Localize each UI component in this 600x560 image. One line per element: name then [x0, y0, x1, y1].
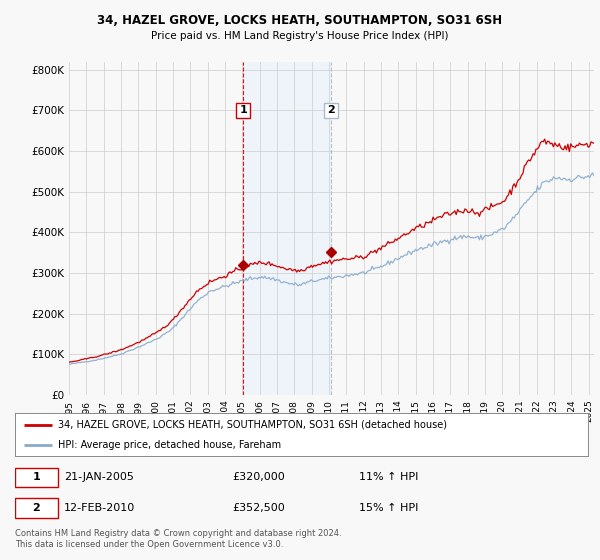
Text: 12-FEB-2010: 12-FEB-2010: [64, 503, 135, 513]
Text: 11% ↑ HPI: 11% ↑ HPI: [359, 473, 418, 482]
Text: 1: 1: [32, 473, 40, 482]
Text: 34, HAZEL GROVE, LOCKS HEATH, SOUTHAMPTON, SO31 6SH (detached house): 34, HAZEL GROVE, LOCKS HEATH, SOUTHAMPTO…: [58, 419, 447, 430]
FancyBboxPatch shape: [15, 468, 58, 487]
Text: 34, HAZEL GROVE, LOCKS HEATH, SOUTHAMPTON, SO31 6SH: 34, HAZEL GROVE, LOCKS HEATH, SOUTHAMPTO…: [97, 14, 503, 27]
Text: 15% ↑ HPI: 15% ↑ HPI: [359, 503, 418, 513]
Text: 21-JAN-2005: 21-JAN-2005: [64, 473, 134, 482]
Text: HPI: Average price, detached house, Fareham: HPI: Average price, detached house, Fare…: [58, 440, 281, 450]
Text: 2: 2: [32, 503, 40, 513]
Text: Contains HM Land Registry data © Crown copyright and database right 2024.
This d: Contains HM Land Registry data © Crown c…: [15, 529, 341, 549]
Text: 1: 1: [239, 105, 247, 115]
Bar: [243, 62, 331, 395]
Text: 2: 2: [327, 105, 335, 115]
Text: Price paid vs. HM Land Registry's House Price Index (HPI): Price paid vs. HM Land Registry's House …: [151, 31, 449, 41]
FancyBboxPatch shape: [15, 498, 58, 518]
Text: £320,000: £320,000: [233, 473, 286, 482]
Text: £352,500: £352,500: [233, 503, 286, 513]
